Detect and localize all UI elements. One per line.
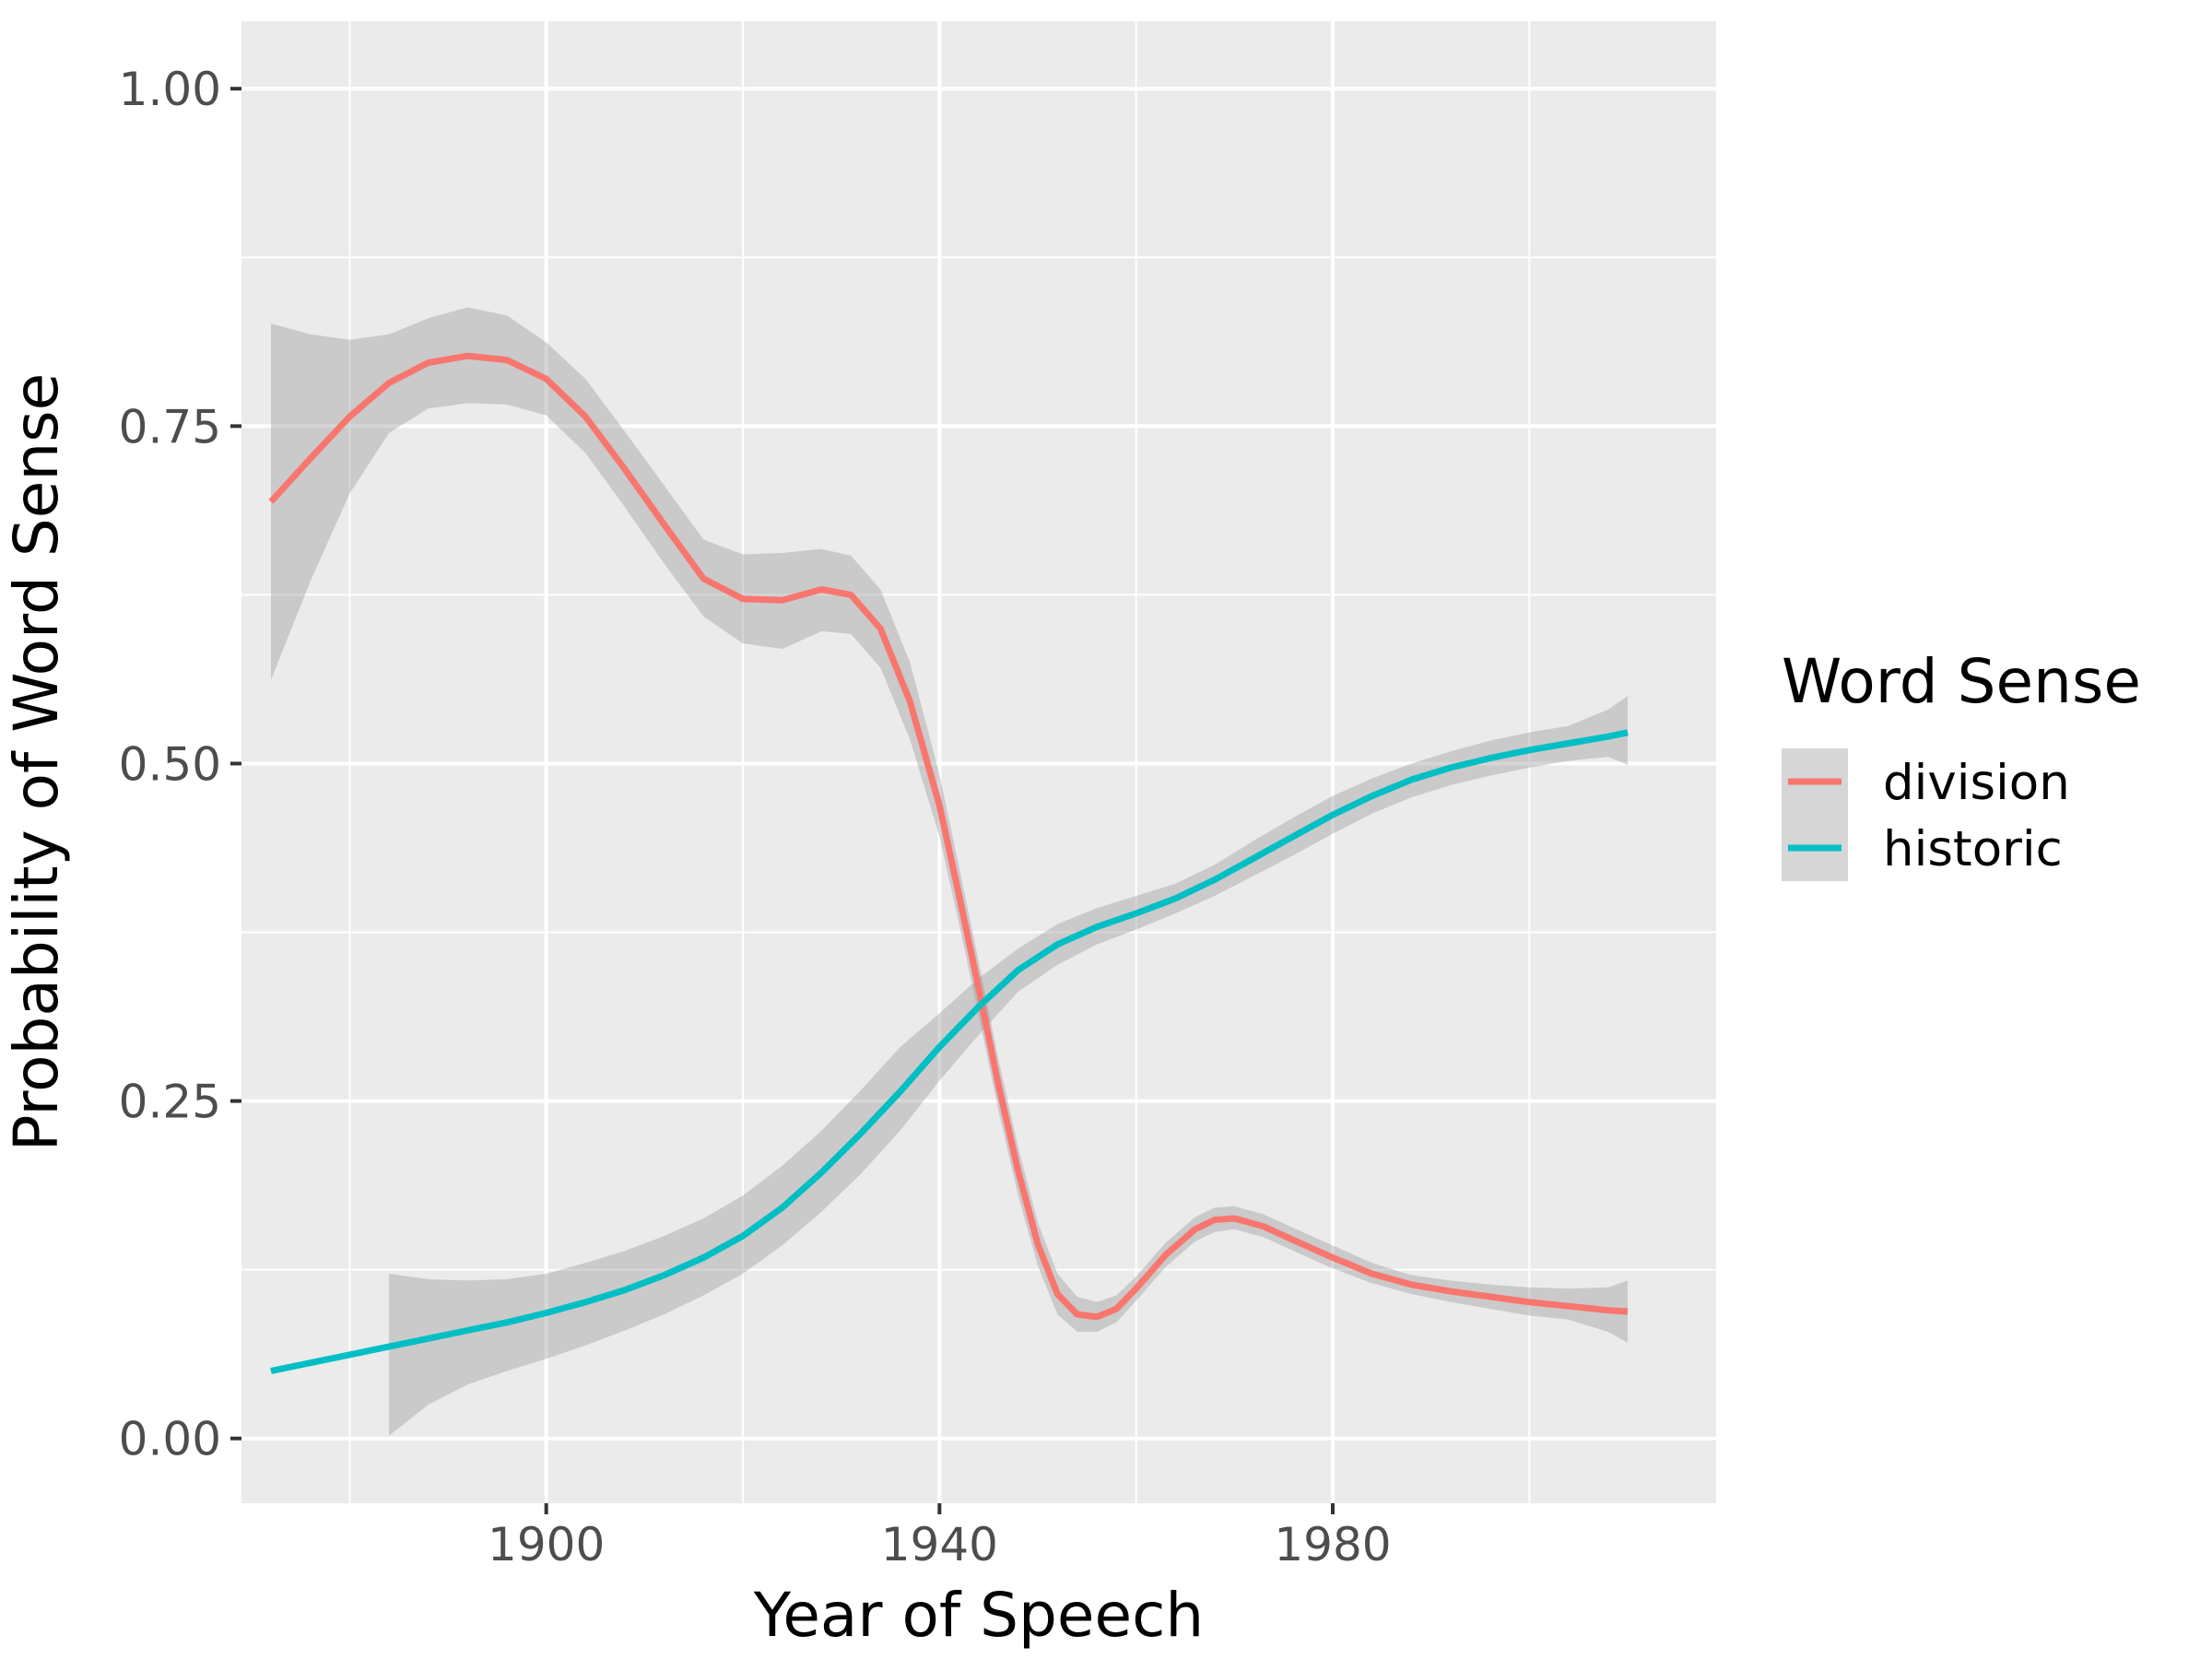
legend-label-historic: historic <box>1883 821 2063 877</box>
line-division <box>268 352 1629 1321</box>
tick-labels: 1900 1940 1980 0.00 0.25 0.50 0.75 1.00 <box>119 63 1392 1571</box>
legend-label-division: division <box>1883 755 2070 811</box>
legend-title: Word Sense <box>1782 646 2141 717</box>
y-tick-label: 1.00 <box>119 63 221 116</box>
x-axis-title: Year of Speech <box>753 1580 1204 1651</box>
legend-keys: division historic <box>1782 748 2070 881</box>
series-lines <box>268 352 1629 1374</box>
y-axis-title: Probability of Word Sense <box>1 373 72 1151</box>
legend: Word Sense division historic <box>1782 646 2141 881</box>
x-tick-label: 1900 <box>488 1518 605 1571</box>
y-tick-label: 0.00 <box>119 1413 221 1466</box>
y-tick-label: 0.25 <box>119 1076 221 1129</box>
band-division <box>271 307 1628 1343</box>
line-historic <box>270 729 1629 1374</box>
x-tick-label: 1940 <box>881 1518 998 1571</box>
y-tick-label: 0.75 <box>119 400 221 453</box>
x-tick-label: 1980 <box>1274 1518 1391 1571</box>
y-tick-label: 0.50 <box>119 737 221 791</box>
band-historic <box>389 696 1628 1436</box>
confidence-bands <box>271 307 1628 1436</box>
axis-ticks <box>230 87 1335 1514</box>
